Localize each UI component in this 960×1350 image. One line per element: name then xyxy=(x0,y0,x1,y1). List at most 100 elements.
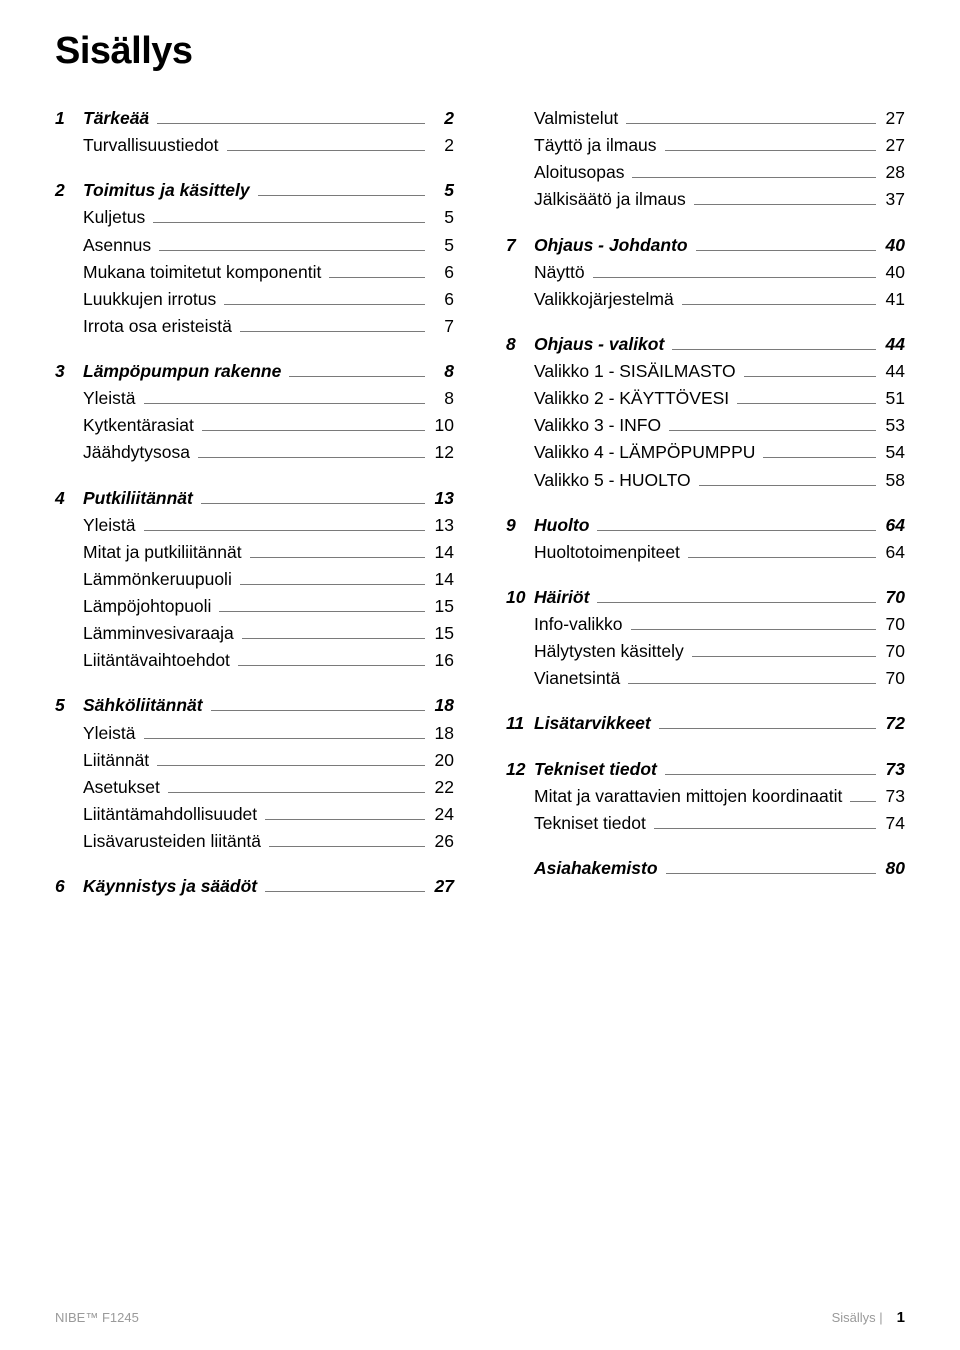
toc-entry-row: Aloitusopas28 xyxy=(506,159,905,186)
chapter-page: 27 xyxy=(430,873,454,900)
chapter-page: 40 xyxy=(881,232,905,259)
toc-chapter-row: 9Huolto64 xyxy=(506,512,905,539)
leader-line xyxy=(265,877,424,892)
entry-label: Yleistä xyxy=(83,512,141,539)
chapter-label: Sähköliitännät xyxy=(83,692,208,719)
toc-entry-row: Info-valikko70 xyxy=(506,611,905,638)
toc-section: 2Toimitus ja käsittely5Kuljetus5Asennus5… xyxy=(55,177,454,340)
toc-entry-row: Lisävarusteiden liitäntä26 xyxy=(55,828,454,855)
chapter-number: 7 xyxy=(506,232,534,259)
toc-entry-row: Lämpöjohtopuoli15 xyxy=(55,593,454,620)
leader-line xyxy=(250,543,425,558)
leader-line xyxy=(289,362,425,377)
leader-line xyxy=(632,163,875,178)
leader-line xyxy=(682,290,876,305)
toc-entry-row: Valikko 2 - KÄYTTÖVESI 51 xyxy=(506,385,905,412)
leader-line xyxy=(240,317,425,332)
leader-line xyxy=(665,760,876,775)
toc-chapter-row: 8Ohjaus - valikot44 xyxy=(506,331,905,358)
entry-page: 7 xyxy=(430,313,454,340)
leader-line xyxy=(219,597,424,612)
leader-line xyxy=(144,389,425,404)
chapter-page: 18 xyxy=(430,692,454,719)
leader-line xyxy=(168,778,425,793)
toc-entry-row: Valikko 4 - LÄMPÖPUMPPU54 xyxy=(506,439,905,466)
entry-page: 24 xyxy=(430,801,454,828)
chapter-label: Huolto xyxy=(534,512,594,539)
chapter-page: 44 xyxy=(881,331,905,358)
entry-page: 26 xyxy=(430,828,454,855)
entry-page: 54 xyxy=(881,439,905,466)
toc-section: 4Putkiliitännät13Yleistä13Mitat ja putki… xyxy=(55,485,454,675)
entry-label: Aloitusopas xyxy=(534,159,629,186)
toc-entry-row: Kuljetus5 xyxy=(55,204,454,231)
entry-label: Yleistä xyxy=(83,720,141,747)
leader-line xyxy=(665,136,876,151)
leader-line xyxy=(744,362,876,377)
toc-entry-row: Lämminvesivaraaja15 xyxy=(55,620,454,647)
leader-line xyxy=(737,389,875,404)
entry-page: 20 xyxy=(430,747,454,774)
entry-label: Hälytysten käsittely xyxy=(534,638,689,665)
toc-section: 10Häiriöt70Info-valikko70Hälytysten käsi… xyxy=(506,584,905,693)
entry-page: 70 xyxy=(881,638,905,665)
entry-label: Info-valikko xyxy=(534,611,628,638)
chapter-label: Tärkeää xyxy=(83,105,154,132)
toc-entry-row: Valikko 5 - HUOLTO58 xyxy=(506,467,905,494)
entry-page: 5 xyxy=(430,204,454,231)
entry-page: 22 xyxy=(430,774,454,801)
toc-column-right: Valmistelut27Täyttö ja ilmaus27Aloitusop… xyxy=(506,105,905,918)
entry-label: Valikko 1 - SISÄILMASTO xyxy=(534,358,741,385)
entry-label: Huoltotoimenpiteet xyxy=(534,539,685,566)
toc-entry-row: Liitännät 20 xyxy=(55,747,454,774)
entry-label: Kytkentärasiat xyxy=(83,412,199,439)
entry-page: 16 xyxy=(430,647,454,674)
chapter-page: 73 xyxy=(881,756,905,783)
footer-page-number: 1 xyxy=(897,1309,905,1326)
entry-label: Mitat ja putkiliitännät xyxy=(83,539,247,566)
toc-entry-row: Hälytysten käsittely 70 xyxy=(506,638,905,665)
chapter-label: Käynnistys ja säädöt xyxy=(83,873,262,900)
leader-line xyxy=(699,471,876,486)
leader-line xyxy=(631,615,876,630)
toc-chapter-row: 3Lämpöpumpun rakenne8 xyxy=(55,358,454,385)
page-footer: NIBE™ F1245 Sisällys | 1 xyxy=(55,1309,905,1326)
page: Sisällys 1Tärkeää2Turvallisuustiedot22To… xyxy=(0,0,960,918)
chapter-label: Toimitus ja käsittely xyxy=(83,177,255,204)
entry-page: 53 xyxy=(881,412,905,439)
chapter-page: 70 xyxy=(881,584,905,611)
leader-line xyxy=(157,751,424,766)
toc-chapter-row: 2Toimitus ja käsittely5 xyxy=(55,177,454,204)
chapter-number: 2 xyxy=(55,177,83,204)
toc-entry-row: Mitat ja putkiliitännät14 xyxy=(55,539,454,566)
entry-page: 51 xyxy=(881,385,905,412)
toc-entry-row: Asennus5 xyxy=(55,232,454,259)
chapter-number: 10 xyxy=(506,584,534,611)
toc-chapter-row: Asiahakemisto80 xyxy=(506,855,905,882)
toc-entry-row: Huoltotoimenpiteet 64 xyxy=(506,539,905,566)
leader-line xyxy=(597,588,875,603)
entry-page: 37 xyxy=(881,186,905,213)
entry-label: Liitäntävaihtoehdot xyxy=(83,647,235,674)
entry-label: Mitat ja varattavien mittojen koordinaat… xyxy=(534,783,847,810)
entry-page: 70 xyxy=(881,665,905,692)
leader-line xyxy=(688,543,876,558)
entry-page: 2 xyxy=(430,132,454,159)
chapter-number: 11 xyxy=(506,710,534,737)
toc-chapter-row: 11Lisätarvikkeet72 xyxy=(506,710,905,737)
leader-line xyxy=(227,136,425,151)
entry-page: 64 xyxy=(881,539,905,566)
entry-page: 14 xyxy=(430,566,454,593)
toc-chapter-row: 12Tekniset tiedot73 xyxy=(506,756,905,783)
entry-label: Valikko 3 - INFO xyxy=(534,412,666,439)
leader-line xyxy=(269,832,425,847)
leader-line xyxy=(850,787,875,802)
chapter-number: 8 xyxy=(506,331,534,358)
entry-label: Jäähdytysosa xyxy=(83,439,195,466)
toc-entry-row: Kytkentärasiat10 xyxy=(55,412,454,439)
toc-entry-row: Luukkujen irrotus6 xyxy=(55,286,454,313)
entry-label: Irrota osa eristeistä xyxy=(83,313,237,340)
entry-label: Valikko 2 - KÄYTTÖVESI xyxy=(534,385,734,412)
toc-entry-row: Valmistelut27 xyxy=(506,105,905,132)
entry-label: Liitännät xyxy=(83,747,154,774)
